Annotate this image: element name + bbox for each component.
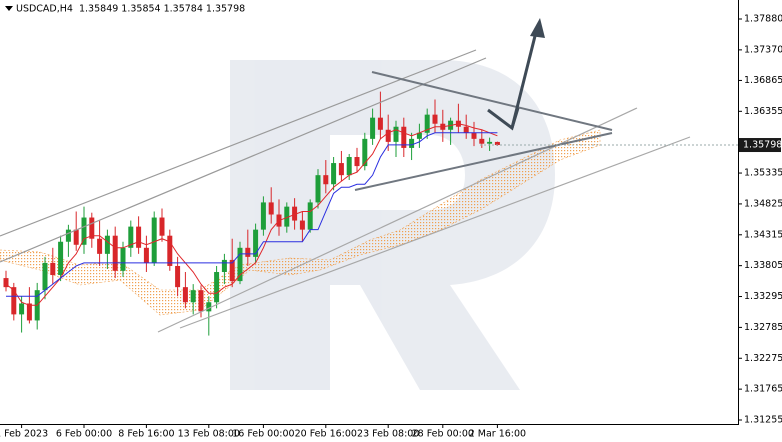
collapse-icon xyxy=(5,6,13,11)
y-tick-label: 1.35335 xyxy=(744,168,782,179)
candle-body xyxy=(354,157,360,167)
y-tick-label: 1.31255 xyxy=(744,415,782,426)
candle-body xyxy=(385,129,391,142)
channel-line xyxy=(0,57,487,263)
triangle-line xyxy=(354,132,613,191)
last-price-label: 1.35798 xyxy=(743,140,782,151)
candle-body xyxy=(346,157,352,176)
forecast-arrow xyxy=(487,107,520,131)
candle-body xyxy=(323,175,329,185)
candle-body xyxy=(471,132,477,139)
y-tick-label: 1.36355 xyxy=(744,106,782,117)
candle-body xyxy=(19,303,25,315)
x-tick-label: 23 Feb 08:00 xyxy=(357,429,419,440)
candle-body xyxy=(136,226,142,248)
candle-body xyxy=(120,247,126,271)
candle-body xyxy=(50,262,56,276)
y-tick-label: 1.34825 xyxy=(744,198,782,209)
candle-body xyxy=(128,226,134,248)
candle-body xyxy=(292,206,298,221)
y-tick-label: 1.36865 xyxy=(744,75,782,86)
candle-body xyxy=(229,259,235,282)
axes: 1.37880 1.37370 1.36865 1.36355 1.35335 1.348… xyxy=(0,14,782,440)
y-tick-label: 1.34315 xyxy=(744,229,782,240)
candle-body xyxy=(331,163,337,185)
candle-body xyxy=(315,175,321,203)
candle-body xyxy=(377,117,383,130)
y-tick-label: 1.37880 xyxy=(744,14,782,25)
candle-body xyxy=(463,126,469,133)
x-tick-label: 6 Feb 00:00 xyxy=(56,429,112,440)
channel-line xyxy=(179,136,691,329)
candle-body xyxy=(237,247,243,282)
candle-body xyxy=(104,235,110,254)
candle-body xyxy=(159,217,165,236)
plot-area xyxy=(3,91,500,336)
candle-body xyxy=(182,287,188,303)
chart-header: USDCAD,H4 1.35849 1.35854 1.35784 1.3579… xyxy=(16,4,245,15)
y-tick-label: 1.32275 xyxy=(744,353,782,364)
candle-body xyxy=(260,202,266,230)
candle-body xyxy=(65,229,71,242)
candle-body xyxy=(97,238,103,254)
y-tick-label: 1.33295 xyxy=(744,291,782,302)
x-tick-label: 13 Feb 08:00 xyxy=(178,429,240,440)
candle-body xyxy=(245,247,251,257)
indicator-line xyxy=(6,132,498,297)
x-tick-label: 20 Feb 16:00 xyxy=(295,429,357,440)
candle-body xyxy=(307,202,313,230)
candle-body xyxy=(151,217,157,263)
candle-body xyxy=(11,287,17,315)
candle-body xyxy=(338,163,344,176)
forecast-arrow-head xyxy=(530,18,545,38)
x-tick-label: 28 Feb 00:00 xyxy=(412,429,474,440)
candle-body xyxy=(58,241,64,276)
candle-body xyxy=(370,117,376,139)
candle-body xyxy=(432,114,438,124)
candle-body xyxy=(494,141,500,146)
candle-body xyxy=(206,302,212,312)
x-tick-label: 1 Feb 2023 xyxy=(0,429,48,440)
candle-body xyxy=(42,262,48,291)
channel-line xyxy=(0,49,477,237)
candle-body xyxy=(362,138,368,167)
x-tick-label: 8 Feb 16:00 xyxy=(118,429,174,440)
candle-body xyxy=(198,290,204,312)
indicator-line xyxy=(5,123,498,306)
candle-body xyxy=(424,114,430,133)
candle-body xyxy=(268,202,274,215)
y-tick-label: 1.37370 xyxy=(744,44,782,55)
candle-body xyxy=(299,220,305,230)
y-tick-label: 1.31765 xyxy=(744,384,782,395)
candle-body xyxy=(26,303,32,321)
candle-body xyxy=(479,138,485,144)
x-tick-label: 2 Mar 16:00 xyxy=(469,429,526,440)
candle-body xyxy=(89,217,95,239)
candle-body xyxy=(112,235,118,271)
candle-body xyxy=(167,235,173,266)
candle-body xyxy=(221,259,227,273)
x-tick-label: 16 Feb 00:00 xyxy=(232,429,294,440)
candle-body xyxy=(487,141,493,144)
candle-body xyxy=(401,126,407,148)
candle-body xyxy=(416,132,422,139)
candle-body xyxy=(409,138,415,148)
candle-body xyxy=(253,229,259,257)
candle-body xyxy=(73,229,79,245)
candle-body xyxy=(175,265,181,288)
candle-body xyxy=(81,217,87,245)
triangle-line xyxy=(371,71,613,131)
last-price-box xyxy=(739,138,781,153)
candle-body xyxy=(284,206,290,227)
candle-body xyxy=(214,272,220,303)
candle-body xyxy=(143,247,149,263)
y-tick-label: 1.33805 xyxy=(744,260,782,271)
candle-body xyxy=(3,278,9,288)
candle-body xyxy=(190,290,196,303)
y-tick-label: 1.32785 xyxy=(744,322,782,333)
candle-body xyxy=(393,126,399,142)
